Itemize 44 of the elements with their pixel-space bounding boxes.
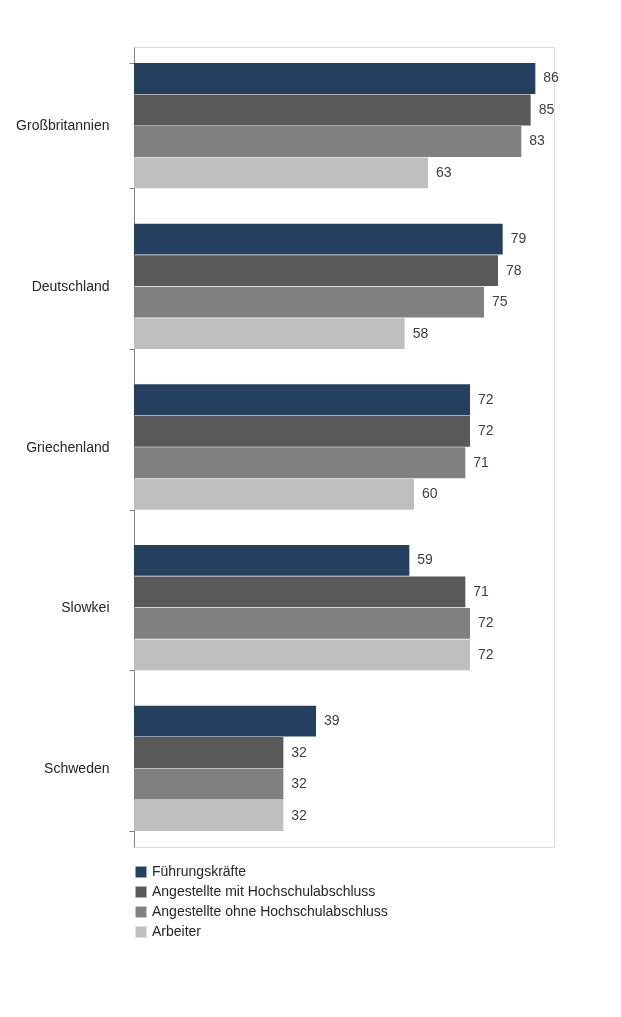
bar: [134, 737, 284, 768]
bar: [134, 318, 405, 350]
y-tick-label: Griechenland: [26, 438, 110, 455]
bar: [134, 478, 414, 510]
data-label: 86: [543, 69, 560, 86]
data-label: 60: [422, 485, 438, 502]
data-label: 71: [473, 453, 490, 470]
data-label: 72: [478, 614, 494, 631]
bar: [134, 255, 498, 287]
data-label: 75: [492, 293, 508, 310]
y-tick-label: Großbritannien: [16, 117, 110, 134]
y-tick-label: Deutschland: [31, 277, 110, 294]
bar: [134, 157, 428, 189]
data-label: 72: [478, 390, 494, 407]
data-label: 63: [436, 163, 452, 180]
data-label: 32: [291, 775, 308, 792]
data-label: 85: [538, 100, 555, 117]
bar: [134, 544, 410, 576]
legend-label: Angestellte ohne Hochschulabschluss: [152, 903, 388, 919]
bar: [134, 705, 316, 737]
y-tick-label: Slowkei: [61, 599, 110, 616]
data-label: 32: [291, 743, 308, 760]
legend-label: Führungskräfte: [152, 863, 247, 879]
y-tick-label: Schweden: [44, 759, 110, 776]
data-label: 32: [291, 806, 308, 823]
bar: [134, 576, 466, 608]
data-label: 72: [478, 645, 494, 662]
bar: [134, 384, 470, 416]
data-label: 59: [417, 551, 434, 568]
data-label: 58: [412, 324, 429, 341]
data-label: 79: [510, 230, 527, 247]
bar: [134, 94, 531, 126]
bar: [134, 223, 503, 255]
bar: [134, 800, 284, 831]
data-label: 83: [529, 132, 546, 149]
legend-label: Angestellte mit Hochschulabschluss: [152, 883, 376, 899]
bar: [134, 639, 470, 671]
legend-label: Arbeiter: [152, 923, 202, 939]
bar: [134, 63, 536, 94]
data-label: 72: [478, 422, 494, 439]
data-label: 71: [473, 582, 490, 599]
bar: [134, 415, 470, 447]
data-label: 39: [324, 712, 340, 729]
data-label: 78: [506, 261, 522, 278]
